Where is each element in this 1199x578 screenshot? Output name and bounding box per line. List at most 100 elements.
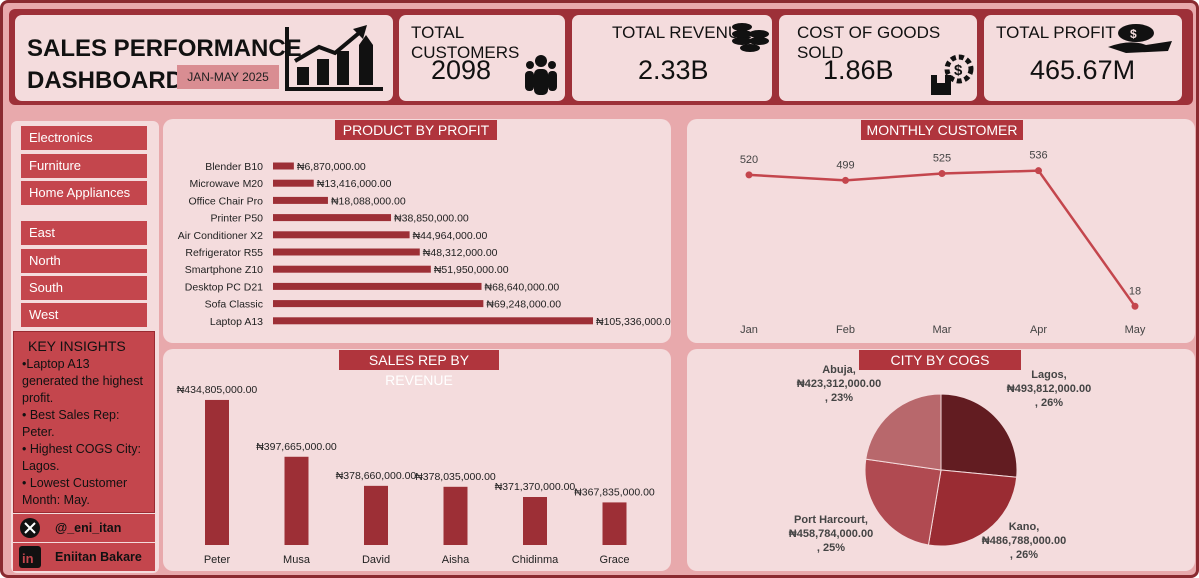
product-profit-value-label: ₦6,870,000.00 [297,161,366,173]
month-tick-label: May [1125,324,1146,336]
city-cogs-title: CITY BY COGS [859,350,1021,370]
money-hand-icon: $ [1108,24,1172,53]
key-insights: KEY INSIGHTS •Laptop A13 generated the h… [13,331,155,513]
insight-item: •Laptop A13 generated the highest profit… [22,357,143,405]
title-card: SALES PERFORMANCE DASHBOARD JAN-MAY 2025 [15,15,393,101]
sales-rep-name-label: David [362,554,390,566]
monthly-customer-value-label: 525 [933,153,951,165]
sales-rep-bar [523,497,547,545]
filter-region-south[interactable]: South [21,276,147,300]
month-tick-label: Mar [933,324,952,336]
x-handle: @_eni_itan [55,521,122,535]
filter-region-north[interactable]: North [21,249,147,273]
growth-chart-icon [285,25,383,91]
monthly-customer-value-label: 520 [740,154,758,166]
key-insights-title: KEY INSIGHTS [28,338,126,354]
sales-rep-bar [205,399,229,545]
monthly-customer-title: MONTHLY CUSTOMER [861,120,1023,140]
sales-rep-bar [602,502,627,545]
svg-text:in: in [22,551,34,566]
product-profit-value-label: ₦44,964,000.00 [413,230,488,242]
monthly-customer-point [1035,167,1042,175]
linkedin-name: Eniitan Bakare [55,550,142,564]
product-category-label: Office Chair Pro [189,195,264,207]
sales-rep-value-label: ₦378,035,000.00 [415,471,496,483]
x-profile-link[interactable]: @_eni_itan [13,514,155,542]
monthly-customer-value-label: 499 [836,159,854,171]
monthly-customer-point [842,176,849,184]
product-profit-value-label: ₦51,950,000.00 [434,264,509,276]
monthly-customer-point [745,171,753,179]
city-cogs-panel: CITY BY COGS Lagos, ₦493,812,000.00, 26% K… [687,349,1195,571]
kpi-total-revenue: TOTAL REVENUE 2.33B [572,15,772,101]
sales-rep-value-label: ₦367,835,000.00 [574,486,655,498]
city-pie-label: Lagos, ₦493,812,000.00, 26% [1007,369,1091,409]
kpi-total-profit: TOTAL PROFIT 465.67M $ [984,15,1182,101]
product-profit-bar [273,214,392,222]
svg-text:$: $ [1130,27,1137,41]
month-tick-label: Apr [1030,324,1047,336]
product-profit-value-label: ₦18,088,000.00 [331,195,406,207]
city-cogs-chart: Lagos, ₦493,812,000.00, 26% Kano, ₦486,788,… [789,364,1091,561]
filter-region-west[interactable]: West [21,303,147,327]
svg-text:$: $ [954,62,963,79]
product-profit-value-label: ₦105,336,000.00 [596,316,671,328]
date-range-badge: JAN-MAY 2025 [177,65,279,89]
monthly-customer-line [748,169,1137,308]
sales-rep-panel: SALES REP BY REVENUE ₦434,805,000.00 Pete… [163,349,671,571]
sales-rep-title: SALES REP BY REVENUE [339,350,499,388]
sales-rep-name-label: Aisha [442,554,470,566]
filter-category-furniture[interactable]: Furniture [21,154,147,178]
product-profit-bar [273,179,314,187]
product-category-label: Microwave M20 [189,178,263,190]
filter-category-home-appliances[interactable]: Home Appliances [21,181,147,205]
monthly-customer-panel: MONTHLY CUSTOMER 520 Jan 499 Feb 525 Mar 536 Ap… [687,119,1195,343]
sales-rep-chart: ₦434,805,000.00 Peter ₦397,665,000.00 Musa ₦… [177,384,655,566]
insight-item: • Highest COGS City: Lagos. [22,442,141,473]
insight-item: • Best Sales Rep: Peter. [22,408,120,439]
sales-rep-name-label: Chidinma [512,554,559,566]
product-profit-bar [273,196,328,204]
product-profit-value-label: ₦13,416,000.00 [317,178,392,190]
monthly-customer-value-label: 536 [1029,150,1047,162]
kpi-cost-of-goods-sold: COST OF GOODS SOLD 1.86B $ [779,15,977,101]
product-category-label: Air Conditioner X2 [178,230,263,242]
monthly-customer-point [1131,302,1139,310]
city-pie-slice [927,469,1018,547]
sales-rep-value-label: ₦397,665,000.00 [256,441,337,453]
sales-rep-name-label: Peter [204,554,231,566]
sales-rep-bar [443,486,468,545]
sales-rep-value-label: ₦434,805,000.00 [177,384,258,396]
page-title: SALES PERFORMANCE DASHBOARD [27,35,302,94]
cost-gear-box-icon: $ [931,54,974,95]
product-category-label: Refrigerator R55 [185,247,263,259]
product-profit-bar [273,317,593,325]
product-profit-chart: Blender B10 ₦6,870,000.00 Microwave M20 ₦13… [178,161,671,328]
x-logo-icon [20,518,40,538]
product-profit-bar [273,300,484,308]
sales-rep-name-label: Musa [283,554,311,566]
product-category-label: Desktop PC D21 [185,281,263,293]
month-tick-label: Jan [740,324,758,336]
filter-region-east[interactable]: East [21,221,147,245]
sales-rep-value-label: ₦378,660,000.00 [336,470,417,482]
sales-rep-bar [284,456,309,545]
city-pie-label: Port Harcourt, ₦458,784,000.00, 25% [789,514,873,554]
filter-category-electronics[interactable]: Electronics [21,126,147,150]
city-pie-slice [940,393,1018,478]
city-pie-label: Abuja, ₦423,312,000.00, 23% [797,364,881,404]
product-profit-bar [273,248,420,256]
product-category-label: Blender B10 [205,161,263,173]
product-profit-value-label: ₦38,850,000.00 [394,213,469,225]
product-category-label: Smartphone Z10 [185,264,263,276]
product-profit-panel: PRODUCT BY PROFIT Blender B10 ₦6,870,000.… [163,119,671,343]
linkedin-profile-link[interactable]: in Eniitan Bakare [13,543,155,571]
sales-rep-bar [364,485,388,545]
coin-stack-icon [732,23,769,52]
product-category-label: Sofa Classic [205,299,263,311]
sales-rep-value-label: ₦371,370,000.00 [495,481,576,493]
product-profit-value-label: ₦68,640,000.00 [485,281,560,293]
monthly-customer-value-label: 18 [1129,285,1141,297]
product-profit-value-label: ₦69,248,000.00 [486,299,561,311]
